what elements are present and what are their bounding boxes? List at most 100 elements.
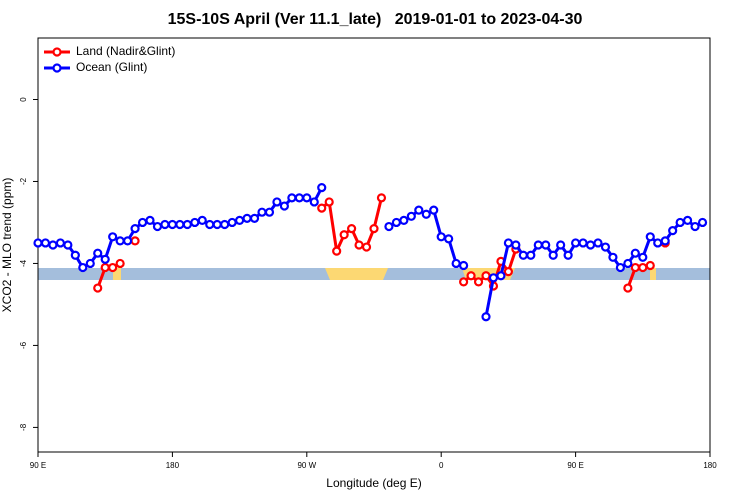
data-point [578, 238, 588, 248]
data-point [645, 232, 655, 242]
data-point [130, 236, 140, 246]
data-point [421, 209, 431, 219]
data-point [660, 236, 670, 246]
data-point [40, 238, 51, 248]
data-point [563, 250, 573, 260]
data-point [294, 193, 304, 203]
data-point [309, 197, 319, 207]
x-axis-label: Longitude (deg E) [326, 476, 421, 490]
data-point [436, 232, 446, 242]
data-point [444, 234, 454, 244]
data-point [332, 246, 342, 256]
data-point [675, 217, 685, 228]
data-point [451, 258, 461, 269]
data-point [369, 224, 379, 234]
legend-label: Ocean (Glint) [76, 60, 147, 74]
data-point [488, 273, 499, 283]
data-point [354, 240, 364, 250]
data-point [115, 236, 125, 246]
data-point [160, 219, 170, 230]
data-point [399, 215, 409, 226]
data-point [414, 205, 424, 215]
data-point [212, 219, 222, 230]
data-point [608, 252, 618, 262]
data-point [152, 221, 163, 232]
data-point [518, 250, 528, 260]
data-point [48, 240, 58, 250]
data-point [503, 267, 513, 277]
data-point [33, 238, 43, 248]
data-point [78, 262, 88, 273]
data-point [459, 260, 469, 271]
data-point [645, 260, 655, 271]
data-point [690, 221, 700, 232]
land-strip [325, 268, 388, 280]
y-tick-label: -2 [19, 177, 28, 185]
data-point [668, 226, 678, 236]
x-tick-label: 90 E [567, 461, 583, 470]
data-point [630, 262, 640, 273]
y-tick-label: 0 [19, 97, 28, 102]
x-tick-label: 180 [703, 461, 717, 470]
x-tick-label: 0 [439, 461, 444, 470]
data-point [615, 262, 626, 273]
data-point [167, 219, 177, 230]
data-point [638, 262, 648, 273]
data-point [361, 242, 372, 252]
data-point [93, 283, 103, 293]
data-point [429, 205, 439, 215]
data-point [481, 312, 491, 322]
data-point [108, 232, 118, 242]
y-tick-label: -8 [19, 423, 28, 431]
x-tick-label: 180 [166, 461, 180, 470]
data-point [638, 252, 648, 262]
series-line [38, 186, 704, 318]
data-point [220, 219, 230, 230]
x-tick-label: 90 E [30, 461, 46, 470]
data-point [376, 193, 387, 203]
data-point [623, 258, 633, 269]
data-point [697, 217, 708, 228]
data-point [235, 215, 245, 226]
land-ocean-strip [38, 268, 710, 280]
legend-marker [52, 63, 62, 73]
data-point [257, 207, 267, 217]
data-point [630, 248, 640, 258]
y-tick-label: -4 [19, 259, 28, 267]
data-point [600, 242, 611, 252]
legend-marker [52, 47, 62, 57]
data-point [137, 217, 148, 228]
x-tick-label: 90 W [297, 461, 316, 470]
data-point [145, 215, 155, 226]
data-point [175, 219, 185, 230]
data-point [108, 262, 118, 273]
data-point [93, 248, 103, 258]
data-point [533, 240, 543, 250]
data-point [100, 262, 110, 273]
data-point [55, 238, 66, 248]
data-point [85, 258, 95, 269]
data-point [466, 271, 476, 281]
data-point [339, 230, 349, 240]
land-strip [650, 268, 656, 280]
legend-label: Land (Nadir&Glint) [76, 44, 175, 58]
data-point [526, 250, 536, 260]
data-point [122, 236, 133, 246]
data-point [317, 183, 327, 193]
data-point [496, 271, 506, 281]
data-point [182, 219, 192, 230]
data-point [279, 201, 289, 211]
data-point [556, 240, 566, 250]
chart-title: 15S-10S April (Ver 11.1_late) 2019-01-01… [168, 11, 583, 28]
data-point [503, 238, 513, 248]
data-point [406, 211, 416, 221]
data-point [623, 283, 633, 293]
data-point [324, 197, 334, 207]
data-point [272, 197, 282, 207]
data-point [287, 193, 297, 203]
data-point [205, 219, 215, 230]
data-point [190, 217, 200, 228]
data-point [541, 240, 551, 250]
data-point [459, 277, 469, 287]
data-point [317, 203, 327, 213]
